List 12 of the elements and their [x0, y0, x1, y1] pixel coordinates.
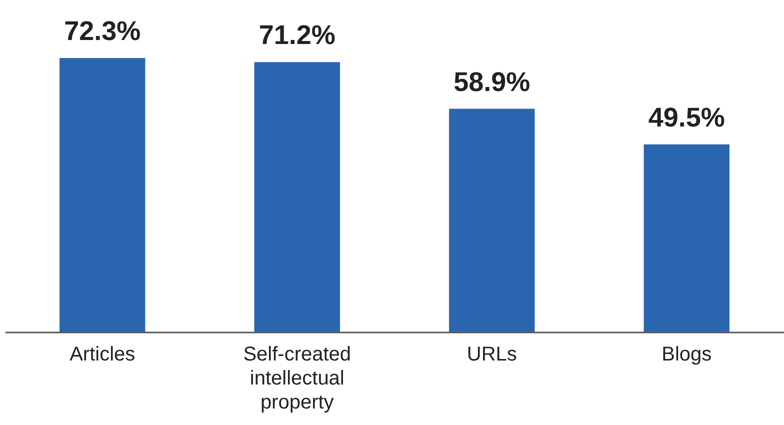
data-label: 72.3% [64, 16, 141, 46]
data-label: 71.2% [258, 20, 336, 50]
data-label: 58.9% [454, 66, 530, 97]
x-tick-label: Articles [70, 344, 136, 366]
x-tick-label: Self-created intellectual property [243, 344, 352, 414]
x-tick-label: URLs [466, 344, 517, 366]
bar [60, 58, 146, 332]
bar [449, 108, 535, 332]
bar [254, 62, 340, 332]
data-label: 49.5% [648, 102, 725, 132]
x-tick-label: Blogs [662, 344, 712, 366]
bar [644, 144, 730, 332]
